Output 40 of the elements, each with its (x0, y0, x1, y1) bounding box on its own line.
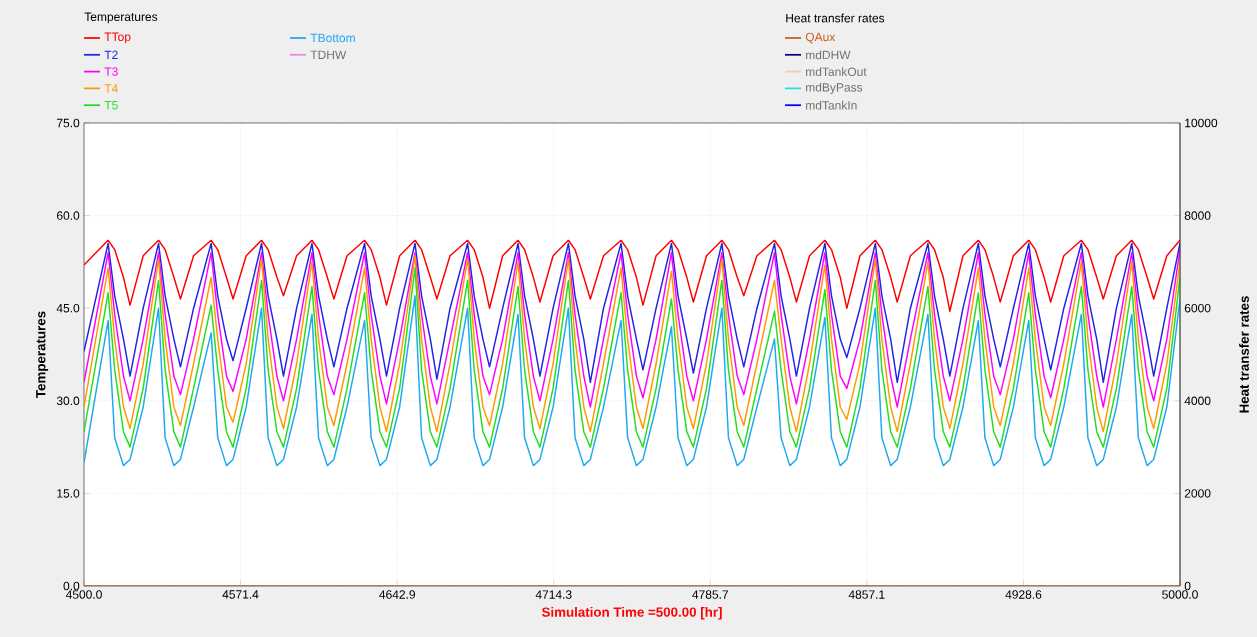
y2-tick-label: 0 (1184, 581, 1191, 591)
y2-tick-label: 6000 (1184, 303, 1211, 313)
y-axis-title: Temperatures (36, 311, 49, 398)
y-tick-label: 75.0 (56, 118, 80, 128)
legend-label: T3 (104, 67, 118, 76)
x-axis-title: Simulation Time =500.00 [hr] (541, 607, 722, 620)
legend-label: TTop (104, 32, 131, 44)
legend-title: Temperatures (84, 12, 158, 24)
x-tick-label: 4571.4 (222, 590, 259, 599)
line-series (84, 239, 1181, 313)
legend-label: mdByPass (806, 82, 863, 94)
y2-tick-label: 10000 (1185, 118, 1218, 128)
x-tick-label: 5000.0 (1162, 590, 1198, 599)
legend-label: TBottom (310, 33, 355, 43)
x-tick-label: 4857.1 (848, 590, 885, 599)
y-tick-label: 45.0 (56, 303, 80, 313)
legend-label: T2 (104, 50, 118, 59)
y-tick-label: 15.0 (57, 489, 80, 498)
legend-label: mdDHW (806, 50, 851, 60)
legend-label: mdTankOut (806, 67, 867, 77)
legend-label: TDHW (310, 50, 347, 59)
y2-axis-title: Heat transfer rates (1239, 296, 1249, 413)
y2-tick-label: 4000 (1184, 396, 1211, 406)
x-tick-label: 4714.3 (535, 590, 572, 599)
y-tick-label: 30.0 (56, 396, 80, 406)
line-series (84, 242, 1181, 384)
line-series (84, 295, 1181, 467)
y-tick-label: 0.0 (63, 581, 80, 591)
x-tick-label: 4642.9 (379, 590, 416, 599)
y2-tick-label: 2000 (1184, 489, 1211, 498)
y-tick-label: 60.0 (56, 211, 80, 220)
x-tick-label: 4785.7 (692, 590, 728, 599)
legend-label: T5 (104, 101, 118, 110)
x-tick-label: 4928.6 (1005, 590, 1042, 599)
legend-label: mdTankIn (806, 100, 857, 110)
text: Heat transfer rates (786, 13, 885, 23)
legend-label: T4 (104, 84, 118, 93)
y2-tick-label: 8000 (1184, 211, 1211, 220)
legend-label: QAux (805, 32, 836, 44)
x-tick-label: 4500.0 (65, 590, 102, 599)
